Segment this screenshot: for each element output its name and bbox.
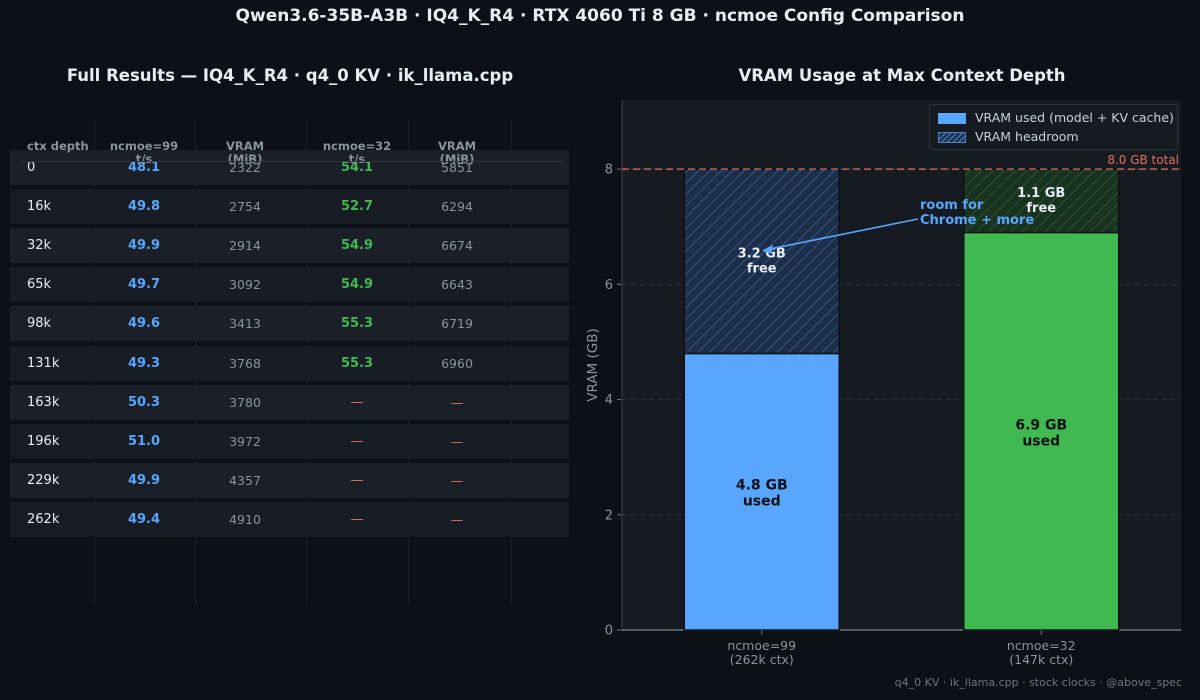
legend-swatch-headroom: [938, 132, 966, 143]
ncmoe32-vram-cell: 6674: [441, 238, 473, 254]
x-tick-label: ncmoe=32 (147k ctx): [1007, 638, 1076, 667]
ncmoe32-ts-cell: —: [350, 394, 364, 410]
table-row: 32k 49.9 2914 54.9 6674: [10, 228, 569, 264]
legend-swatch-used: [938, 113, 966, 124]
table-row: 229k 49.9 4357 — —: [10, 462, 569, 498]
y-tick-label: 8: [605, 163, 613, 178]
ncmoe32-vram-cell: —: [450, 472, 464, 488]
ncmoe32-ts-cell: —: [350, 511, 364, 527]
bar-used-label: 4.8 GB used: [736, 478, 788, 510]
ncmoe99-ts-cell: 49.6: [127, 316, 161, 332]
ncmoe32-ts-cell: 54.1: [340, 160, 374, 175]
ncmoe99-vram-cell: 3768: [229, 355, 261, 371]
table-row: 65k 49.7 3092 54.9 6643: [10, 267, 569, 303]
figure-title: Qwen3.6-35B-A3B · IQ4_K_R4 · RTX 4060 Ti…: [235, 6, 965, 26]
ncmoe32-vram-cell: 5851: [441, 160, 473, 175]
ncmoe99-ts-cell: 49.4: [127, 511, 161, 527]
ncmoe99-ts-cell: 49.7: [127, 277, 161, 293]
chart-legend: VRAM used (model + KV cache) VRAM headro…: [929, 104, 1178, 150]
ncmoe32-ts-cell: 54.9: [340, 238, 374, 254]
ncmoe99-vram-cell: 3972: [229, 433, 261, 449]
ctx-cell: 262k: [27, 511, 60, 527]
ncmoe32-ts-cell: 52.7: [340, 199, 374, 215]
table-row: 196k 51.0 3972 — —: [10, 423, 569, 459]
ctx-cell: 98k: [27, 316, 52, 332]
table-row: 16k 49.8 2754 52.7 6294: [10, 189, 569, 225]
ncmoe99-ts-cell: 49.9: [127, 472, 161, 488]
ncmoe99-ts-cell: 48.1: [127, 160, 161, 175]
y-tick-label: 2: [605, 508, 613, 523]
ncmoe32-ts-cell: —: [350, 472, 364, 488]
table-title: Full Results — IQ4_K_R4 · q4_0 KV · ik_l…: [66, 66, 514, 85]
ncmoe32-ts-cell: 55.3: [340, 355, 374, 371]
ncmoe99-ts-cell: 49.3: [127, 355, 161, 371]
ncmoe99-ts-cell: 49.8: [127, 199, 161, 215]
ncmoe32-vram-cell: —: [450, 511, 464, 527]
ncmoe99-vram-cell: 2754: [229, 199, 261, 215]
ncmoe99-vram-cell: 4357: [229, 472, 261, 488]
table-row: 163k 50.3 3780 — —: [10, 384, 569, 420]
ncmoe99-ts-cell: 51.0: [127, 433, 161, 449]
table-row: 0 48.1 2322 54.1 5851: [10, 150, 569, 185]
results-table: 0 48.1 2322 54.1 5851 16k 49.8 2754 52.7 6294 32k 4…: [10, 120, 570, 620]
y-tick-label: 4: [605, 393, 613, 408]
total-vram-label: 8.0 GB total: [1107, 153, 1179, 167]
ncmoe99-vram-cell: 4910: [229, 511, 261, 527]
ncmoe32-ts-cell: 55.3: [340, 316, 374, 332]
vram-chart: 0 2 4 6 8 VRAM (GB) 4.8 GB used 3.2 GB free ncmoe=…: [585, 100, 1181, 667]
chart-title: VRAM Usage at Max Context Depth: [738, 66, 1066, 85]
y-axis-label: VRAM (GB): [585, 328, 601, 402]
annotation-arrow: [765, 218, 919, 251]
ctx-cell: 163k: [27, 394, 60, 410]
ctx-cell: 229k: [27, 472, 60, 488]
ncmoe99-vram-cell: 2322: [229, 160, 261, 175]
ncmoe32-ts-cell: —: [350, 433, 364, 449]
y-tick-label: 6: [605, 278, 613, 293]
ncmoe32-ts-cell: 54.9: [340, 277, 374, 293]
ncmoe99-ts-cell: 50.3: [127, 394, 161, 410]
header-ncmoe99-vram: VRAM (MiB): [225, 139, 265, 166]
legend-label-headroom: VRAM headroom: [975, 129, 1079, 144]
header-rule: [20, 161, 564, 162]
x-tick-label: ncmoe=99 (262k ctx): [727, 638, 796, 667]
table-row: 98k 49.6 3413 55.3 6719: [10, 306, 569, 342]
ncmoe32-vram-cell: —: [450, 394, 464, 410]
y-tick-label: 0: [605, 624, 613, 639]
ctx-cell: 16k: [27, 199, 52, 215]
ncmoe99-ts-cell: 49.9: [127, 238, 161, 254]
ncmoe32-vram-cell: 6294: [441, 199, 473, 215]
table-row: 262k 49.4 4910 — —: [10, 501, 569, 537]
ncmoe99-vram-cell: 3413: [229, 316, 261, 332]
header-ctx-depth: ctx depth: [27, 139, 89, 153]
bar-headroom-label: 3.2 GB free: [738, 246, 786, 276]
ncmoe32-vram-cell: 6960: [441, 355, 473, 371]
bar-used: [963, 231, 1120, 631]
legend-label-used: VRAM used (model + KV cache): [975, 110, 1174, 125]
header-ncmoe99-ts: ncmoe=99 t/s: [109, 139, 179, 166]
ctx-cell: 196k: [27, 433, 60, 449]
ctx-cell: 131k: [27, 355, 60, 371]
header-ncmoe32-ts: ncmoe=32 t/s: [322, 139, 392, 166]
ncmoe99-vram-cell: 3092: [229, 277, 261, 293]
bar-headroom: [683, 168, 840, 355]
annotation-arrowhead: [761, 244, 773, 254]
footer-credits: q4_0 KV · ik_llama.cpp · stock clocks · …: [894, 676, 1182, 689]
bar-headroom: [963, 168, 1120, 234]
bar-used-label: 6.9 GB used: [1015, 417, 1067, 449]
header-ncmoe32-vram: VRAM (MiB): [437, 139, 477, 166]
ncmoe32-vram-cell: 6643: [441, 277, 473, 293]
ncmoe32-vram-cell: —: [450, 433, 464, 449]
table-row: 131k 49.3 3768 55.3 6960: [10, 345, 569, 381]
ncmoe99-vram-cell: 2914: [229, 238, 261, 254]
bar-headroom-label: 1.1 GB free: [1017, 186, 1065, 216]
ncmoe32-vram-cell: 6719: [441, 316, 473, 332]
bar-used: [683, 352, 840, 631]
annotation-text: room for Chrome + more: [920, 198, 1034, 228]
ctx-cell: 65k: [27, 277, 52, 293]
ncmoe99-vram-cell: 3780: [229, 394, 261, 410]
ctx-cell: 32k: [27, 238, 52, 254]
ctx-cell: 0: [27, 160, 36, 175]
